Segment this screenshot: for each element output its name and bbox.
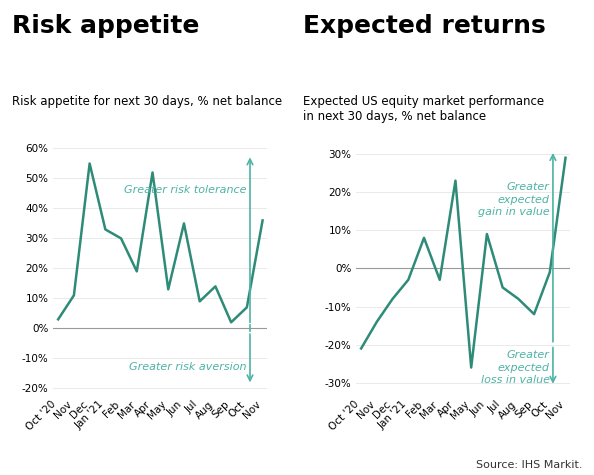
Text: Greater
expected
gain in value: Greater expected gain in value (478, 182, 550, 217)
Text: Expected returns: Expected returns (303, 14, 546, 38)
Text: Expected US equity market performance
in next 30 days, % net balance: Expected US equity market performance in… (303, 95, 544, 123)
Text: Source: IHS Markit.: Source: IHS Markit. (476, 460, 582, 470)
Text: Risk appetite: Risk appetite (12, 14, 199, 38)
Text: Risk appetite for next 30 days, % net balance: Risk appetite for next 30 days, % net ba… (12, 95, 282, 108)
Text: Greater risk tolerance: Greater risk tolerance (124, 185, 247, 195)
Text: Greater risk aversion: Greater risk aversion (129, 362, 247, 372)
Text: Greater
expected
loss in value: Greater expected loss in value (481, 350, 550, 385)
